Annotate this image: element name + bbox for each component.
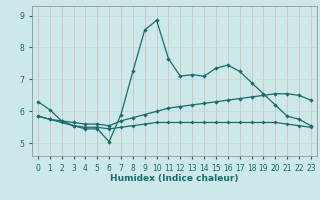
X-axis label: Humidex (Indice chaleur): Humidex (Indice chaleur) xyxy=(110,174,239,183)
